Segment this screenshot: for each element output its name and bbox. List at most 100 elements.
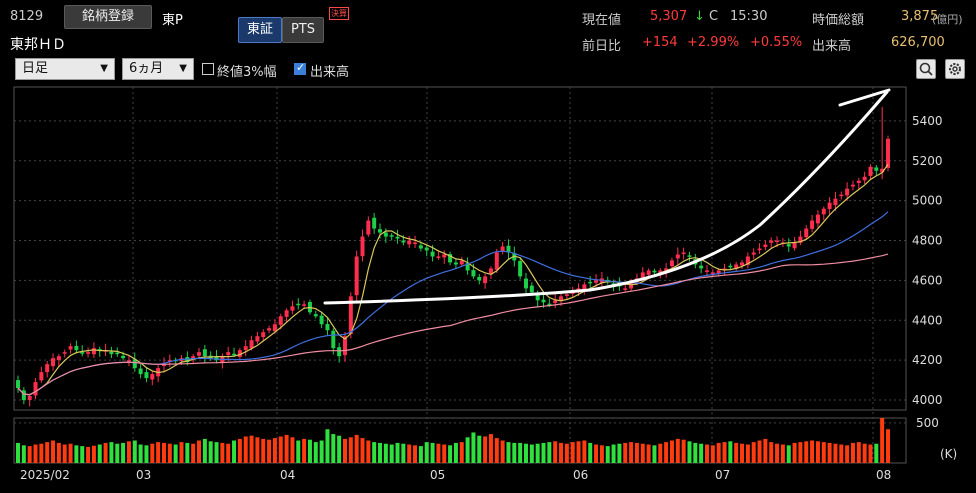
candle-body <box>553 300 558 304</box>
interval-select[interactable]: 日足 ▼ <box>15 58 115 80</box>
volume-bar <box>646 444 651 463</box>
gear-icon[interactable] <box>945 59 965 79</box>
volume-bar <box>261 438 266 463</box>
volume-bar <box>319 440 324 463</box>
volume-bar <box>500 440 505 463</box>
candle-body <box>722 268 727 271</box>
candle-body <box>547 303 552 306</box>
x-tick-label: 03 <box>136 468 151 482</box>
candle-body <box>232 353 237 356</box>
volume-bar <box>126 441 131 463</box>
volume-bar <box>45 442 50 463</box>
candle-body <box>804 228 809 238</box>
volume-bar <box>191 443 196 463</box>
candle-body <box>121 355 126 359</box>
candle-body <box>214 356 219 361</box>
candle-body <box>56 356 61 361</box>
volume-bar <box>740 443 745 463</box>
candle-body <box>103 350 108 352</box>
volume-bar <box>629 442 634 463</box>
volume-bar <box>763 438 768 463</box>
register-button[interactable]: 銘柄登録 <box>64 5 152 29</box>
x-tick-label: 05 <box>430 468 445 482</box>
candle-body <box>383 232 388 237</box>
volume-bar <box>307 439 312 463</box>
magnifier-icon[interactable] <box>916 59 936 79</box>
volume-bar <box>51 440 56 463</box>
volume-bar <box>553 441 558 463</box>
volume-bar <box>839 444 844 463</box>
candle-body <box>161 364 166 366</box>
volume-checkbox[interactable] <box>294 61 306 75</box>
volume-bar <box>845 445 850 463</box>
stock-code: 8129 <box>10 9 44 24</box>
volume-bar <box>582 440 587 463</box>
volume-bar <box>664 442 669 463</box>
volume-label: 出来高 <box>812 39 852 54</box>
candle-body <box>115 352 120 355</box>
volume-bar <box>360 438 365 463</box>
volume-bar <box>623 442 628 463</box>
volume-bar <box>465 437 470 463</box>
volume-bar <box>751 442 756 463</box>
volume-bar <box>302 438 307 463</box>
candle-body <box>68 346 73 350</box>
close3-checkbox[interactable] <box>202 63 214 75</box>
period-select[interactable]: 6ヵ月 ▼ <box>122 58 194 80</box>
volume-bar <box>576 441 581 463</box>
volume-bar <box>208 441 213 463</box>
candle-body <box>465 263 470 271</box>
candle-body <box>307 302 312 313</box>
current-price: 5,307 <box>650 9 688 24</box>
candle-body <box>39 372 44 381</box>
volume-bar <box>97 444 102 463</box>
volume-bar <box>255 437 260 463</box>
tab-tosho[interactable]: 東証 <box>238 17 282 43</box>
tab-pts[interactable]: PTS <box>282 17 324 43</box>
candle-body <box>862 176 867 181</box>
candle-body <box>284 310 289 317</box>
volume-bar <box>827 442 832 463</box>
volume-bar <box>477 435 482 463</box>
volume-bar <box>138 444 143 463</box>
candle-body <box>296 303 301 306</box>
candle-body <box>675 254 680 259</box>
volume-bar <box>226 443 231 463</box>
candle-body <box>576 288 581 293</box>
volume-bar <box>488 434 493 463</box>
candle-body <box>354 256 359 296</box>
volume-bar <box>810 440 815 463</box>
price-tick-label: 4400 <box>912 313 943 327</box>
candle-body <box>529 285 534 293</box>
volume-bar <box>448 445 453 463</box>
candle-body <box>167 360 172 362</box>
volume-bar <box>366 440 371 463</box>
volume-bar <box>734 442 739 463</box>
candle-body <box>640 272 645 278</box>
candle-body <box>506 245 511 253</box>
volume-bar <box>232 440 237 463</box>
candle-body <box>138 368 143 375</box>
price-panel-frame <box>13 86 907 411</box>
candle-body <box>617 282 622 287</box>
candle-body <box>389 235 394 237</box>
candle-body <box>173 359 178 362</box>
volume-bar <box>214 442 219 463</box>
volume-unit-label: (K) <box>940 447 957 461</box>
candle-body <box>62 352 67 354</box>
volume-bar <box>185 442 190 463</box>
candle-body <box>704 270 709 272</box>
price-tick-label: 4200 <box>912 353 943 367</box>
volume-bar <box>512 442 517 463</box>
change-abs: +154 <box>642 35 678 50</box>
volume-bar <box>518 442 523 463</box>
price-tick-label: 5000 <box>912 194 943 208</box>
volume-bar <box>594 444 599 463</box>
volume-bar <box>342 438 347 463</box>
candle-body <box>401 240 406 243</box>
candle-body <box>237 350 242 357</box>
candle-body <box>850 184 855 187</box>
change-pct-2: +0.55% <box>750 35 803 50</box>
volume-bar <box>693 442 698 463</box>
chevron-down-icon: ▼ <box>179 63 187 74</box>
